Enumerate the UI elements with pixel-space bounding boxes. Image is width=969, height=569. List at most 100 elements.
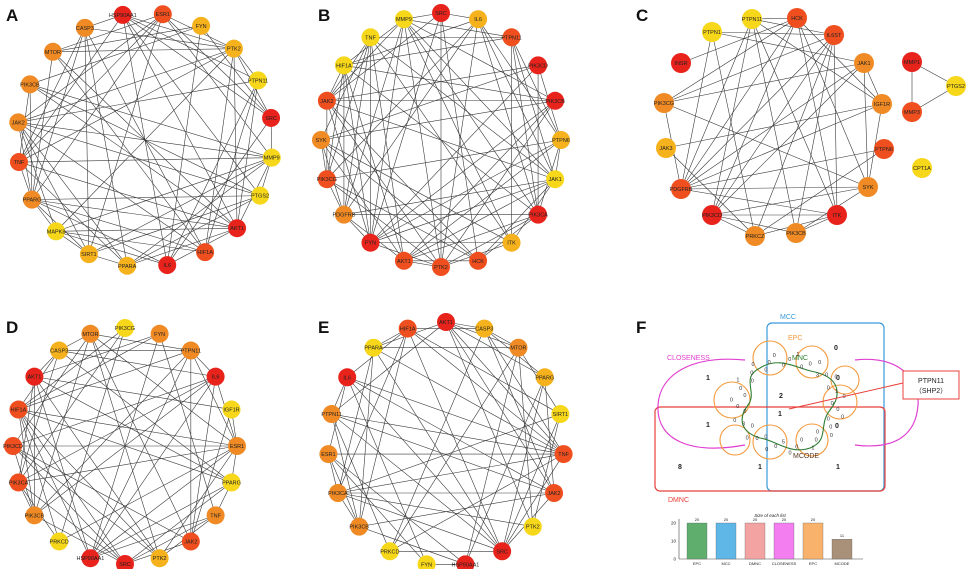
bar-mcc — [715, 522, 737, 560]
node-label: PRKCZ — [746, 234, 765, 240]
node-label: PIK3CD — [528, 63, 548, 69]
edge — [84, 27, 90, 255]
node-circle — [222, 400, 241, 419]
region-count: 0 — [800, 438, 803, 444]
node-pparg: PPARG — [23, 190, 41, 209]
bar-closeness — [773, 522, 795, 560]
node-circle — [251, 186, 270, 205]
node-label: PTPN6 — [552, 138, 570, 144]
bar-dmnc — [744, 522, 766, 560]
node-circle — [25, 367, 44, 386]
node-label: SYK — [315, 138, 326, 144]
edge — [58, 350, 232, 483]
node-label: FYN — [365, 241, 376, 247]
edge — [445, 321, 555, 494]
edge — [711, 18, 753, 216]
edge — [18, 409, 238, 447]
edge — [370, 65, 539, 243]
node-src: SRC — [493, 542, 512, 561]
region-count: 0 — [829, 424, 832, 430]
region-count: 0 — [736, 404, 739, 410]
edge — [680, 18, 753, 190]
node-hif1a: HIF1A — [9, 400, 28, 419]
edge — [31, 195, 261, 200]
node-label: FYN — [196, 24, 207, 30]
region-count: 0 — [765, 447, 768, 453]
node-circle — [361, 233, 380, 252]
set-label: MCODE — [793, 453, 819, 460]
node-pdgfrb: PDGFRB — [332, 205, 356, 224]
edge — [343, 18, 479, 66]
node-pik3cd: PIK3CD — [3, 437, 23, 455]
region-count: 1 — [796, 352, 799, 358]
node-pik3ca: PIK3CA — [9, 473, 29, 492]
node-label: FYN — [154, 332, 165, 338]
edge — [711, 214, 797, 234]
node-esr1: ESR1 — [319, 445, 338, 464]
node-tnf: TNF — [361, 28, 380, 47]
node-tnf: TNF — [9, 153, 28, 172]
edge — [403, 19, 512, 243]
region-count: 1 — [706, 422, 710, 429]
node-circle — [192, 16, 211, 35]
edge — [320, 139, 405, 261]
edge — [88, 195, 261, 255]
node-label: JAK3 — [659, 146, 672, 152]
bar-chart-list-sizes: Size of each list 0 10 20 20 EPC 20 MCC 20 DMNC 20… — [671, 513, 863, 566]
node-label: SRC — [435, 11, 447, 17]
node-circle — [361, 28, 380, 47]
node-circle — [118, 256, 137, 275]
node-label: PTGS2 — [947, 84, 965, 90]
edge — [18, 376, 35, 483]
node-circle — [4, 437, 22, 455]
node-circle — [181, 341, 200, 360]
node-circle — [509, 338, 528, 357]
node-circle — [206, 506, 225, 525]
edge — [18, 409, 126, 565]
edge — [18, 327, 126, 410]
bar-label: EPC — [809, 561, 817, 566]
node-label: PIK3CG — [115, 326, 135, 332]
region-count: 0 — [755, 436, 758, 442]
node-label: PIK3CB — [349, 525, 369, 531]
edges — [328, 321, 564, 565]
node-circle — [196, 243, 215, 262]
node-label: PTK2 — [526, 525, 540, 531]
edge — [31, 199, 238, 229]
node-label: PIK3CB — [25, 513, 45, 519]
node-circle — [380, 542, 399, 561]
node-circle — [158, 256, 177, 275]
node-ptpn11: PTPN11 — [248, 71, 268, 90]
edge — [127, 227, 238, 267]
edge — [12, 445, 191, 542]
node-label: TNF — [14, 160, 25, 166]
edge — [665, 147, 756, 237]
edge — [403, 18, 556, 102]
edge — [52, 25, 202, 53]
node-igf1r: IGF1R — [222, 400, 241, 419]
region-count: 0 — [733, 418, 736, 424]
node-label: PTK2 — [153, 556, 167, 562]
bar-label: DMNC — [749, 561, 761, 566]
node-pik3cd: PIK3CD — [528, 56, 548, 75]
edge — [56, 231, 206, 253]
edge — [90, 482, 232, 559]
edge — [34, 515, 126, 565]
node-label: JAK1 — [857, 61, 870, 67]
node-circle — [25, 506, 44, 525]
edge — [233, 48, 238, 229]
edge — [445, 321, 534, 527]
node-label: PTK2 — [434, 265, 448, 271]
edge — [52, 48, 234, 53]
node-circle — [338, 368, 357, 387]
edge — [337, 453, 564, 494]
edge — [680, 188, 838, 216]
node-ptpn11: PTPN11 — [501, 28, 522, 47]
node-akt1: AKT1 — [437, 313, 455, 331]
edge — [34, 376, 91, 559]
node-pik3cg: PIK3CG — [654, 93, 674, 113]
node-circle — [742, 9, 762, 29]
